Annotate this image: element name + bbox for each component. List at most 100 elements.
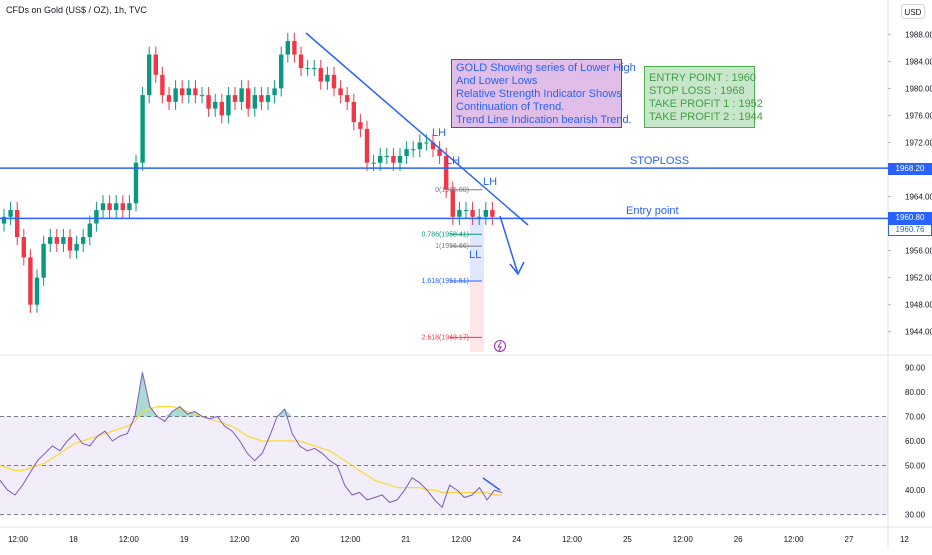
candle-body bbox=[259, 95, 264, 102]
rsi-line bbox=[0, 372, 503, 509]
fib-level-label: 1(1956.66) bbox=[435, 243, 469, 250]
candle-body bbox=[166, 95, 172, 102]
candle-body bbox=[239, 88, 244, 102]
candle-body bbox=[41, 243, 46, 278]
time-tick-label: 24 bbox=[512, 535, 521, 544]
price-tick-label: 1964.00 bbox=[905, 193, 932, 202]
candle-body bbox=[114, 203, 119, 211]
note-line: Trend Line Indication bearish Trend. bbox=[456, 114, 632, 126]
candle-body bbox=[74, 243, 79, 251]
candle-body bbox=[173, 88, 178, 102]
rsi-tick-label: 40.00 bbox=[905, 486, 926, 495]
time-tick-label: 21 bbox=[401, 535, 410, 544]
time-tick-label: 12:00 bbox=[784, 535, 805, 544]
time-tick-label: 19 bbox=[180, 535, 189, 544]
candle-body bbox=[430, 142, 436, 150]
level-line: ENTRY POINT : 1960 bbox=[649, 72, 756, 84]
trend-line bbox=[305, 32, 529, 226]
candle-body bbox=[147, 54, 152, 96]
analysis-note[interactable]: GOLD Showing series of Lower High And Lo… bbox=[451, 59, 636, 128]
candle-body bbox=[404, 149, 409, 156]
candle-body bbox=[285, 41, 290, 55]
candle-body bbox=[305, 68, 310, 70]
risk-zone bbox=[470, 281, 484, 352]
candle-body bbox=[364, 128, 370, 163]
time-tick-label: 26 bbox=[734, 535, 743, 544]
rsi-tick-label: 60.00 bbox=[905, 437, 926, 446]
time-tick-label: 27 bbox=[845, 535, 854, 544]
candle-body bbox=[160, 74, 165, 96]
candle-body bbox=[279, 54, 284, 89]
candle-body bbox=[378, 155, 383, 163]
levels-note[interactable]: ENTRY POINT : 1960 STOP LOSS : 1968 TAKE… bbox=[644, 66, 763, 128]
fib-level-label: 0(1965.00) bbox=[435, 187, 469, 194]
candle-body bbox=[490, 210, 495, 217]
level-line: TAKE PROFIT 2 : 1944 bbox=[649, 111, 763, 123]
candle-body bbox=[298, 54, 304, 69]
ll-label: LL bbox=[469, 249, 482, 261]
candle-body bbox=[21, 237, 26, 258]
time-tick-label: 20 bbox=[291, 535, 300, 544]
candle-body bbox=[265, 95, 271, 102]
candle-body bbox=[463, 210, 469, 212]
candle-body bbox=[133, 162, 139, 204]
time-tick-label: 12:00 bbox=[8, 535, 29, 544]
candle-body bbox=[351, 101, 356, 123]
time-tick-label: 12:00 bbox=[119, 535, 140, 544]
candle-body bbox=[140, 95, 145, 163]
candle-layer bbox=[1, 32, 495, 313]
note-line: GOLD Showing series of Lower High bbox=[456, 62, 636, 74]
lh-label-1: LH bbox=[432, 127, 447, 139]
fib-level-label: 1.618(1951.51) bbox=[422, 278, 469, 285]
candle-body bbox=[232, 95, 238, 102]
time-tick-label: 25 bbox=[623, 535, 632, 544]
stoploss-price-label: 1968.20 bbox=[888, 163, 932, 175]
price-tick-label: 1956.00 bbox=[905, 247, 932, 256]
time-tick-label: 12 bbox=[900, 535, 909, 544]
chart-title: CFDs on Gold (US$ / OZ), 1h, TVC bbox=[6, 5, 147, 15]
candle-body bbox=[94, 210, 99, 224]
candle-body bbox=[87, 223, 92, 238]
rsi-ma-line bbox=[0, 406, 502, 496]
candle-body bbox=[54, 237, 59, 244]
candle-body bbox=[424, 142, 429, 144]
candle-body bbox=[120, 203, 125, 211]
candle-body bbox=[312, 68, 317, 70]
price-tick-label: 1948.00 bbox=[905, 301, 932, 310]
rsi-tick-label: 80.00 bbox=[905, 388, 926, 397]
drawing-layer: 0(1965.00) 0.786(1958.41) 1(1956.66) 1.618(… bbox=[0, 32, 888, 352]
candle-body bbox=[444, 155, 449, 190]
time-tick-label: 18 bbox=[69, 535, 78, 544]
price-tick-label: 1944.00 bbox=[905, 328, 932, 337]
rsi-tick-label: 70.00 bbox=[905, 412, 926, 421]
entry-price-label: 1960.76 bbox=[888, 224, 932, 236]
current-price-label: 1960.80 bbox=[888, 212, 932, 224]
candle-body bbox=[28, 257, 33, 305]
rsi-tick-label: 30.00 bbox=[905, 511, 926, 520]
price-tick-label: 1980.00 bbox=[905, 84, 932, 93]
lh-label-2: LH bbox=[446, 155, 461, 167]
rsi-tick-label: 90.00 bbox=[905, 363, 926, 372]
price-tick-label: 1976.00 bbox=[905, 111, 932, 120]
candle-body bbox=[186, 88, 191, 96]
time-tick-label: 12:00 bbox=[340, 535, 361, 544]
candle-body bbox=[246, 88, 251, 109]
entry-point-label: Entry point bbox=[626, 205, 679, 217]
candle-body bbox=[483, 210, 488, 217]
currency-button[interactable]: USD bbox=[901, 4, 925, 19]
candle-body bbox=[384, 155, 389, 157]
rsi-trend-line bbox=[482, 477, 501, 491]
price-tick-label: 1984.00 bbox=[905, 57, 932, 66]
candle-body bbox=[331, 74, 337, 89]
candle-body bbox=[272, 88, 277, 96]
candle-body bbox=[81, 237, 86, 244]
candle-body bbox=[470, 210, 475, 217]
price-tick-label: 1972.00 bbox=[905, 138, 932, 147]
level-line: STOP LOSS : 1968 bbox=[649, 85, 745, 97]
candle-body bbox=[477, 216, 482, 218]
candle-body bbox=[457, 210, 462, 217]
candle-body bbox=[67, 237, 73, 251]
projection-arrow-shaft bbox=[499, 215, 519, 275]
candle-body bbox=[371, 162, 376, 164]
